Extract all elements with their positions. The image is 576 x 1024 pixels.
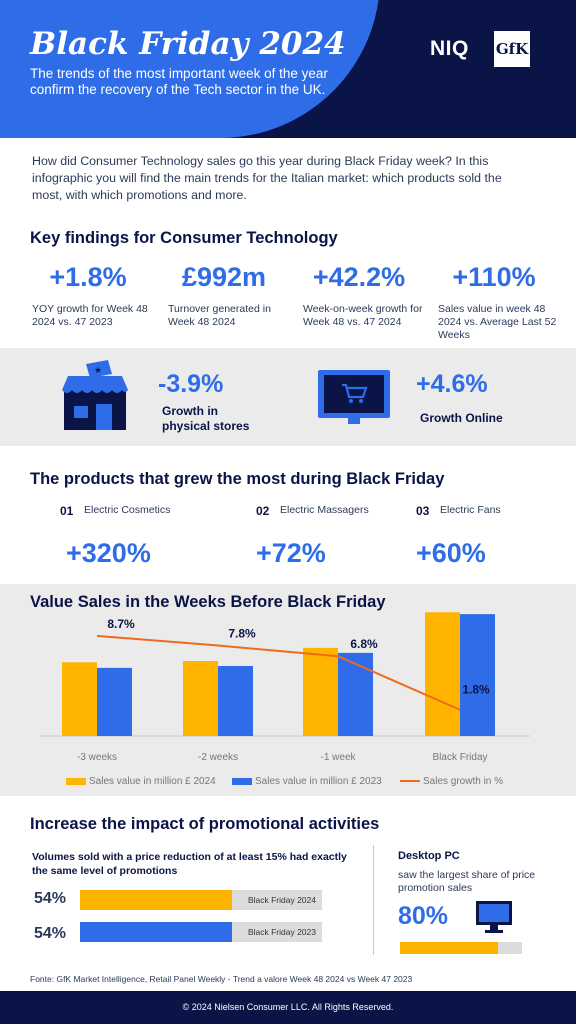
store-icon: ★ [62, 360, 128, 430]
source-footnote: Fonte: GfK Market Intelligence, Retail P… [30, 974, 413, 984]
page-subtitle: The trends of the most important week of… [30, 66, 328, 97]
bar-2023-2 [338, 652, 373, 736]
legend-label: Sales value in million £ 2024 [89, 776, 216, 787]
bar-2024-2 [303, 647, 338, 736]
legend-label: Sales growth in % [423, 776, 504, 787]
page-title: Black Friday 2024 [30, 26, 346, 62]
promo-pct-2024: 54% [34, 890, 67, 907]
desktop-desc: saw the largest share of price promotion… [398, 869, 536, 894]
product-name: Electric Fans [440, 504, 501, 516]
desktop-bar [400, 942, 522, 954]
growth-data-label: 6.8% [350, 637, 378, 651]
kf-yoy-growth: +1.8% YOY growth for Week 48 2024 vs. 47… [32, 262, 152, 329]
kf-turnover: £992m Turnover generated in Week 48 2024 [168, 262, 288, 329]
svg-text:★: ★ [94, 365, 102, 375]
online-growth-label: Growth Online [420, 411, 503, 425]
kf-desc: Sales value in week 48 2024 vs. Average … [438, 303, 557, 341]
x-tick-label: -1 week [320, 752, 356, 763]
kf-vs-average: +110% Sales value in week 48 2024 vs. Av… [438, 262, 558, 342]
header-banner: Black Friday 2024 The trends of the most… [0, 0, 576, 138]
intro-text: How did Consumer Technology sales go thi… [32, 154, 502, 202]
product-rank: 02 [256, 504, 270, 518]
legend-swatch [232, 777, 252, 785]
bar-2024-3 [425, 612, 460, 736]
kf-value: +1.8% [49, 262, 127, 292]
gfk-logo: GfK [494, 31, 530, 67]
kf-value: +110% [452, 262, 536, 292]
desktop-title: Desktop PC [398, 850, 460, 862]
key-findings-title: Key findings for Consumer Technology [30, 229, 338, 247]
growth-data-label: 1.8% [462, 683, 490, 697]
product-growth: +60% [416, 538, 486, 568]
promo-bar-label: Black Friday 2024 [247, 895, 316, 905]
desktop-value: 80% [398, 902, 449, 930]
bar-2023-1 [218, 666, 253, 736]
kf-desc: YOY growth for Week 48 2024 vs. 47 2023 [32, 303, 148, 328]
legend-swatch [66, 777, 86, 785]
stores-growth-value: -3.9% [158, 370, 224, 398]
product-rank: 01 [60, 504, 74, 518]
product-rank: 03 [416, 504, 430, 518]
channels-band: ★ -3.9% Growth in physical stores +4.6% … [0, 348, 576, 446]
promo-bar-fill [80, 922, 232, 942]
kf-desc: Week-on-week growth for Week 48 vs. 47 2… [303, 303, 423, 328]
value-sales-chart: -3 weeks -2 weeks -1 week Black Friday 8.7% 7… [40, 612, 530, 763]
x-tick-label: -2 weeks [198, 752, 238, 763]
legend-item-2024: Sales value in million £ 2024 [66, 776, 216, 787]
online-growth-value: +4.6% [416, 370, 488, 398]
bar-2024-1 [183, 661, 218, 736]
product-growth: +320% [66, 538, 151, 568]
promo-bar-fill [80, 890, 232, 910]
kf-value: +42.2% [312, 262, 406, 292]
stores-growth-label: Growth in physical stores [162, 404, 250, 433]
bar-2023-0 [97, 667, 132, 736]
legend-item-growth: Sales growth in % [400, 776, 503, 787]
promo-title: Increase the impact of promotional activ… [30, 815, 380, 833]
growth-line [96, 634, 461, 711]
kf-value: £992m [181, 262, 267, 292]
legend-item-2023: Sales value in million £ 2023 [232, 776, 382, 787]
promo-bar-label: Black Friday 2023 [247, 927, 316, 937]
monitor-cart-icon [318, 370, 390, 424]
bar-2023-3 [460, 614, 495, 736]
promo-divider [373, 845, 374, 955]
kf-desc: Turnover generated in Week 48 2024 [168, 303, 271, 328]
footer-copyright: © 2024 Nielsen Consumer LLC. All Rights … [0, 991, 576, 1024]
growth-data-label: 7.8% [228, 627, 256, 641]
chart-title: Value Sales in the Weeks Before Black Fr… [30, 593, 386, 611]
growth-data-label: 8.7% [107, 617, 135, 631]
bar-2024-0 [62, 662, 97, 736]
product-growth: +72% [256, 538, 326, 568]
promo-subtitle: Volumes sold with a price reduction of a… [32, 851, 347, 877]
desktop-bar-fill [400, 942, 498, 954]
monitor-icon [476, 901, 512, 933]
product-name: Electric Cosmetics [84, 504, 171, 516]
products-title: The products that grew the most during B… [30, 470, 445, 488]
promo-bar-2023: Black Friday 2023 [80, 922, 322, 942]
legend-label: Sales value in million £ 2023 [255, 776, 382, 787]
promo-pct-2023: 54% [34, 925, 67, 942]
product-name: Electric Massagers [280, 504, 369, 516]
x-tick-label: Black Friday [432, 752, 487, 763]
niq-logo: NIQ [430, 37, 469, 60]
x-tick-label: -3 weeks [77, 752, 117, 763]
legend-swatch [400, 780, 420, 783]
promo-bar-2024: Black Friday 2024 [80, 890, 322, 910]
kf-week-growth: +42.2% Week-on-week growth for Week 48 v… [303, 262, 423, 329]
